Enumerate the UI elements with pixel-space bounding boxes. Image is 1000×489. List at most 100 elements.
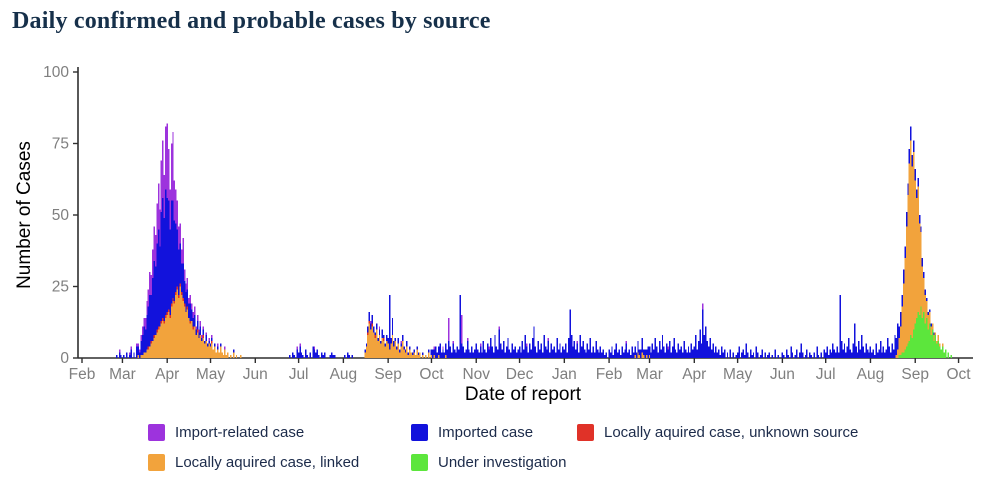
bar-segment-imported	[289, 355, 291, 358]
bar-segment-imported	[196, 320, 199, 330]
bar-segment-locally_linked	[933, 335, 935, 341]
bar-segment-imported	[810, 355, 812, 358]
x-tick-label: Jul	[289, 366, 309, 383]
bar-segment-imported	[761, 349, 763, 358]
bar-segment-import_related	[139, 349, 141, 353]
bar-segment-imported	[647, 346, 649, 358]
bar-segment-imported	[690, 343, 693, 358]
bar-segment-import_related	[146, 300, 148, 316]
bar-segment-imported	[823, 349, 825, 358]
bar-segment-imported	[621, 346, 623, 358]
bar-segment-imported	[632, 352, 635, 358]
bar-segment-locally_linked	[641, 352, 644, 358]
bar-segment-locally_linked	[900, 326, 902, 356]
bar-segment-imported	[367, 326, 369, 333]
bar-segment-imported	[785, 349, 788, 358]
bar-segment-imported	[436, 352, 438, 358]
bar-segment-imported	[853, 323, 856, 358]
bar-segment-imported	[869, 346, 872, 358]
bar-segment-imported	[448, 340, 450, 358]
bar-segment-under_investigation	[926, 317, 928, 358]
bar-segment-imported	[900, 312, 902, 327]
bar-segment-imported	[586, 343, 589, 358]
bar-segment-imported	[139, 352, 141, 358]
bar-segment-locally_unknown	[170, 303, 173, 307]
bar-segment-locally_linked	[637, 352, 639, 358]
bar-segment-imported	[615, 343, 618, 358]
bar-segment-locally_linked	[645, 355, 648, 358]
bar-segment-locally_linked	[170, 306, 173, 358]
bar-segment-import_related	[195, 326, 197, 330]
bar-segment-import_related	[498, 326, 501, 330]
bar-segment-imported	[726, 352, 729, 358]
bar-segment-imported	[879, 340, 882, 358]
bar-segment-locally_linked	[149, 346, 151, 358]
bar-segment-imported	[608, 349, 610, 358]
bar-segment-imported	[166, 197, 168, 313]
bar-segment-locally_linked	[643, 355, 645, 358]
bar-segment-locally_linked	[219, 346, 222, 358]
x-tick-label: Jun	[243, 366, 268, 383]
bar-segment-imported	[443, 352, 446, 358]
bar-segment-locally_linked	[172, 300, 174, 358]
x-tick-label: Aug	[857, 366, 885, 383]
bar-segment-imported	[863, 352, 866, 358]
bar-segment-imported	[430, 349, 433, 356]
bar-segment-locally_linked	[416, 349, 418, 358]
bar-segment-imported	[453, 349, 456, 358]
bar-segment-locally_unknown	[165, 315, 167, 318]
bar-segment-imported	[604, 355, 606, 358]
bar-segment-imported	[159, 246, 161, 327]
bar-segment-imported	[527, 352, 529, 358]
legend-label: Import-related case	[175, 424, 305, 441]
bar-segment-locally_linked	[404, 352, 407, 358]
bar-segment-import_related	[191, 303, 193, 310]
bar-segment-under_investigation	[902, 352, 905, 358]
bar-segment-imported	[709, 337, 711, 358]
bar-segment-import_related	[140, 335, 142, 341]
bar-segment-imported	[540, 343, 542, 358]
bar-segment-under_investigation	[939, 346, 941, 358]
bar-segment-imported	[550, 343, 553, 358]
bar-segment-locally_linked	[924, 295, 927, 324]
bar-segment-imported	[299, 346, 301, 358]
bar-segment-locally_linked	[202, 337, 205, 358]
bar-segment-locally_linked	[913, 152, 915, 330]
bar-segment-imported	[602, 349, 605, 358]
bar-segment-imported	[393, 340, 395, 347]
bar-segment-imported	[133, 352, 135, 358]
bar-segment-imported	[713, 352, 716, 358]
legend-label: Under investigation	[438, 454, 567, 471]
bar-segment-imported	[466, 340, 469, 358]
bar-segment-imported	[178, 249, 180, 296]
bar-segment-imported	[693, 346, 696, 358]
bar-segment-locally_unknown	[166, 312, 168, 316]
bar-segment-imported	[933, 332, 935, 336]
bar-segment-locally_linked	[391, 335, 394, 358]
bar-segment-imported	[609, 352, 612, 358]
bar-segment-imported	[371, 315, 373, 324]
bar-segment-imported	[712, 343, 714, 358]
bar-segment-imported	[140, 340, 142, 356]
bar-segment-import_related	[118, 349, 121, 353]
bar-segment-imported	[157, 229, 160, 327]
bar-segment-imported	[871, 352, 873, 358]
bar-segment-locally_linked	[403, 349, 405, 358]
bar-segment-under_investigation	[917, 312, 919, 358]
bar-segment-under_investigation	[910, 335, 912, 358]
bar-segment-locally_linked	[384, 346, 386, 358]
bar-segment-locally_linked	[385, 340, 388, 358]
bar-segment-under_investigation	[920, 306, 922, 358]
bar-segment-imported	[927, 312, 929, 316]
bar-segment-locally_unknown	[189, 320, 192, 324]
bar-segment-imported	[146, 315, 148, 350]
bar-segment-imported	[191, 309, 193, 321]
bar-segment-imported	[575, 349, 577, 358]
bar-segment-imported	[875, 343, 877, 358]
bar-segment-import_related	[128, 352, 131, 356]
bar-segment-locally_linked	[427, 352, 430, 358]
bar-segment-imported	[165, 189, 167, 316]
bar-segment-imported	[650, 352, 652, 358]
bar-segment-imported	[455, 352, 457, 358]
bar-segment-imported	[923, 272, 925, 278]
